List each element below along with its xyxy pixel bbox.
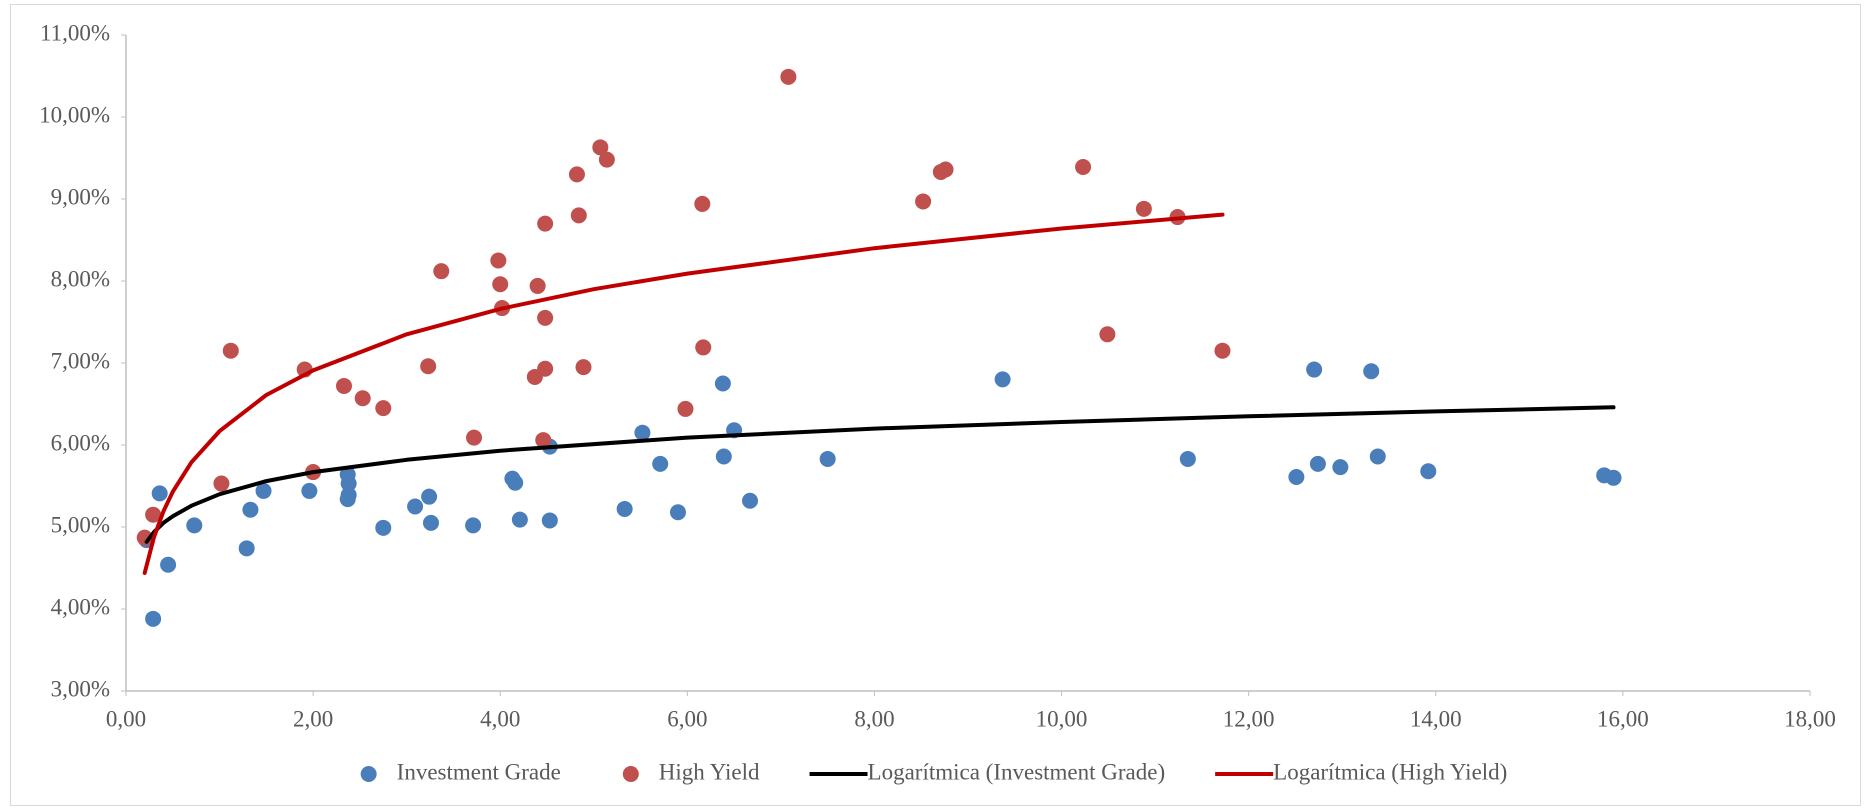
y-tick-label: 6,00% [51, 430, 110, 455]
data-point [145, 506, 162, 523]
data-point [1306, 361, 1323, 378]
data-point [634, 424, 651, 441]
data-point [714, 375, 731, 392]
data-point [1369, 448, 1386, 465]
y-tick-label: 5,00% [51, 512, 110, 537]
data-point [1309, 455, 1326, 472]
legend-marker [360, 766, 377, 782]
data-point [537, 215, 554, 232]
legend-label: High Yield [659, 759, 760, 784]
data-point [1420, 463, 1437, 480]
data-point [421, 488, 438, 505]
data-point [1179, 450, 1196, 467]
x-tick-label: 14,00 [1410, 706, 1462, 731]
data-point [652, 455, 669, 472]
data-point [145, 610, 162, 627]
data-point [407, 498, 424, 515]
legend: Investment Grade High Yield Logarítmica (I… [360, 759, 1507, 784]
data-point [1214, 342, 1231, 359]
data-point [694, 195, 711, 212]
data-point [1075, 159, 1092, 176]
x-tick-label: 12,00 [1223, 706, 1275, 731]
data-point [695, 339, 712, 356]
legend-label: Logarítmica (High Yield) [1273, 759, 1507, 784]
data-point [568, 166, 585, 183]
trend-line [144, 405, 1616, 544]
data-point [1363, 363, 1380, 380]
data-point [937, 161, 954, 178]
data-point [1605, 469, 1622, 486]
x-tick-label: 0,00 [106, 706, 146, 731]
data-point [570, 207, 587, 224]
data-point [222, 342, 239, 359]
data-point [677, 400, 694, 417]
data-point [186, 517, 203, 534]
x-tick-label: 8,00 [854, 706, 894, 731]
data-point [1288, 468, 1305, 485]
data-point [1332, 459, 1349, 476]
data-point [335, 377, 352, 394]
data-point [780, 68, 797, 85]
data-point [490, 252, 507, 269]
x-tick-label: 2,00 [293, 706, 333, 731]
legend-marker [622, 766, 639, 782]
y-tick-label: 8,00% [51, 266, 110, 291]
data-point [151, 485, 168, 502]
data-point [1099, 326, 1116, 343]
x-tick-label: 10,00 [1036, 706, 1088, 731]
x-tick-label: 18,00 [1784, 706, 1836, 731]
y-tick-label: 9,00% [51, 184, 110, 209]
y-tick-label: 10,00% [39, 102, 110, 127]
y-tick-label: 4,00% [51, 594, 110, 619]
data-point [492, 276, 509, 293]
chart-frame [10, 4, 1861, 806]
data-point [301, 482, 318, 499]
data-point [238, 540, 255, 557]
data-point [541, 512, 558, 529]
data-point [375, 519, 392, 536]
data-point [339, 491, 356, 508]
legend-label: Investment Grade [397, 759, 561, 784]
x-tick-label: 16,00 [1597, 706, 1649, 731]
data-point [422, 514, 439, 531]
data-point [616, 500, 633, 517]
legend-label: Logarítmica (Investment Grade) [868, 759, 1166, 784]
data-point [511, 511, 528, 528]
data-point [420, 358, 437, 375]
data-point [592, 139, 609, 156]
data-point [1135, 200, 1152, 217]
data-point [819, 450, 836, 467]
data-point [529, 277, 546, 294]
y-tick-label: 3,00% [51, 676, 110, 701]
data-point [715, 448, 732, 465]
x-tick-label: 6,00 [667, 706, 707, 731]
data-point [433, 263, 450, 280]
data-point [575, 359, 592, 376]
data-point [242, 501, 259, 518]
y-tick-label: 7,00% [51, 348, 110, 373]
data-point [994, 371, 1011, 388]
data-point [537, 360, 554, 377]
data-point [340, 475, 357, 492]
data-point [354, 390, 371, 407]
data-point [742, 492, 759, 509]
data-point [537, 309, 554, 326]
trend-line [142, 212, 1225, 575]
data-point [465, 517, 482, 534]
data-point [213, 475, 230, 492]
data-point [255, 482, 272, 499]
data-point [160, 556, 177, 573]
data-point [507, 474, 524, 491]
data-point [535, 432, 552, 449]
data-point [375, 400, 392, 417]
y-tick-label: 11,00% [40, 20, 110, 45]
x-tick-label: 4,00 [480, 706, 520, 731]
data-point [466, 429, 483, 446]
data-point [598, 151, 615, 168]
data-point [915, 193, 932, 210]
data-point [669, 504, 686, 521]
